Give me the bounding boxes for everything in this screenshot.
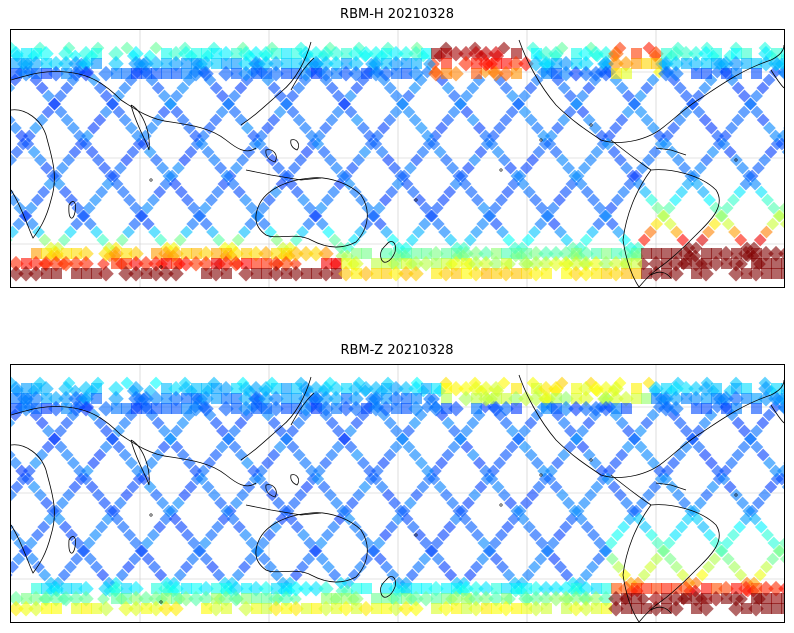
rbm-z-swaths bbox=[11, 376, 784, 617]
panel-title-rbm-h: RBM-H 20210328 bbox=[340, 7, 454, 22]
map-svg-rbm-z bbox=[11, 365, 784, 622]
map-svg-rbm-h bbox=[11, 30, 784, 287]
panel-title-rbm-z: RBM-Z 20210328 bbox=[340, 343, 454, 358]
rbm-h-coastlines bbox=[11, 39, 784, 287]
rbm-z-coastlines bbox=[11, 374, 784, 622]
map-panel-rbm-z bbox=[10, 364, 785, 623]
map-panel-rbm-h bbox=[10, 29, 785, 288]
rbm-h-swaths bbox=[11, 41, 784, 282]
